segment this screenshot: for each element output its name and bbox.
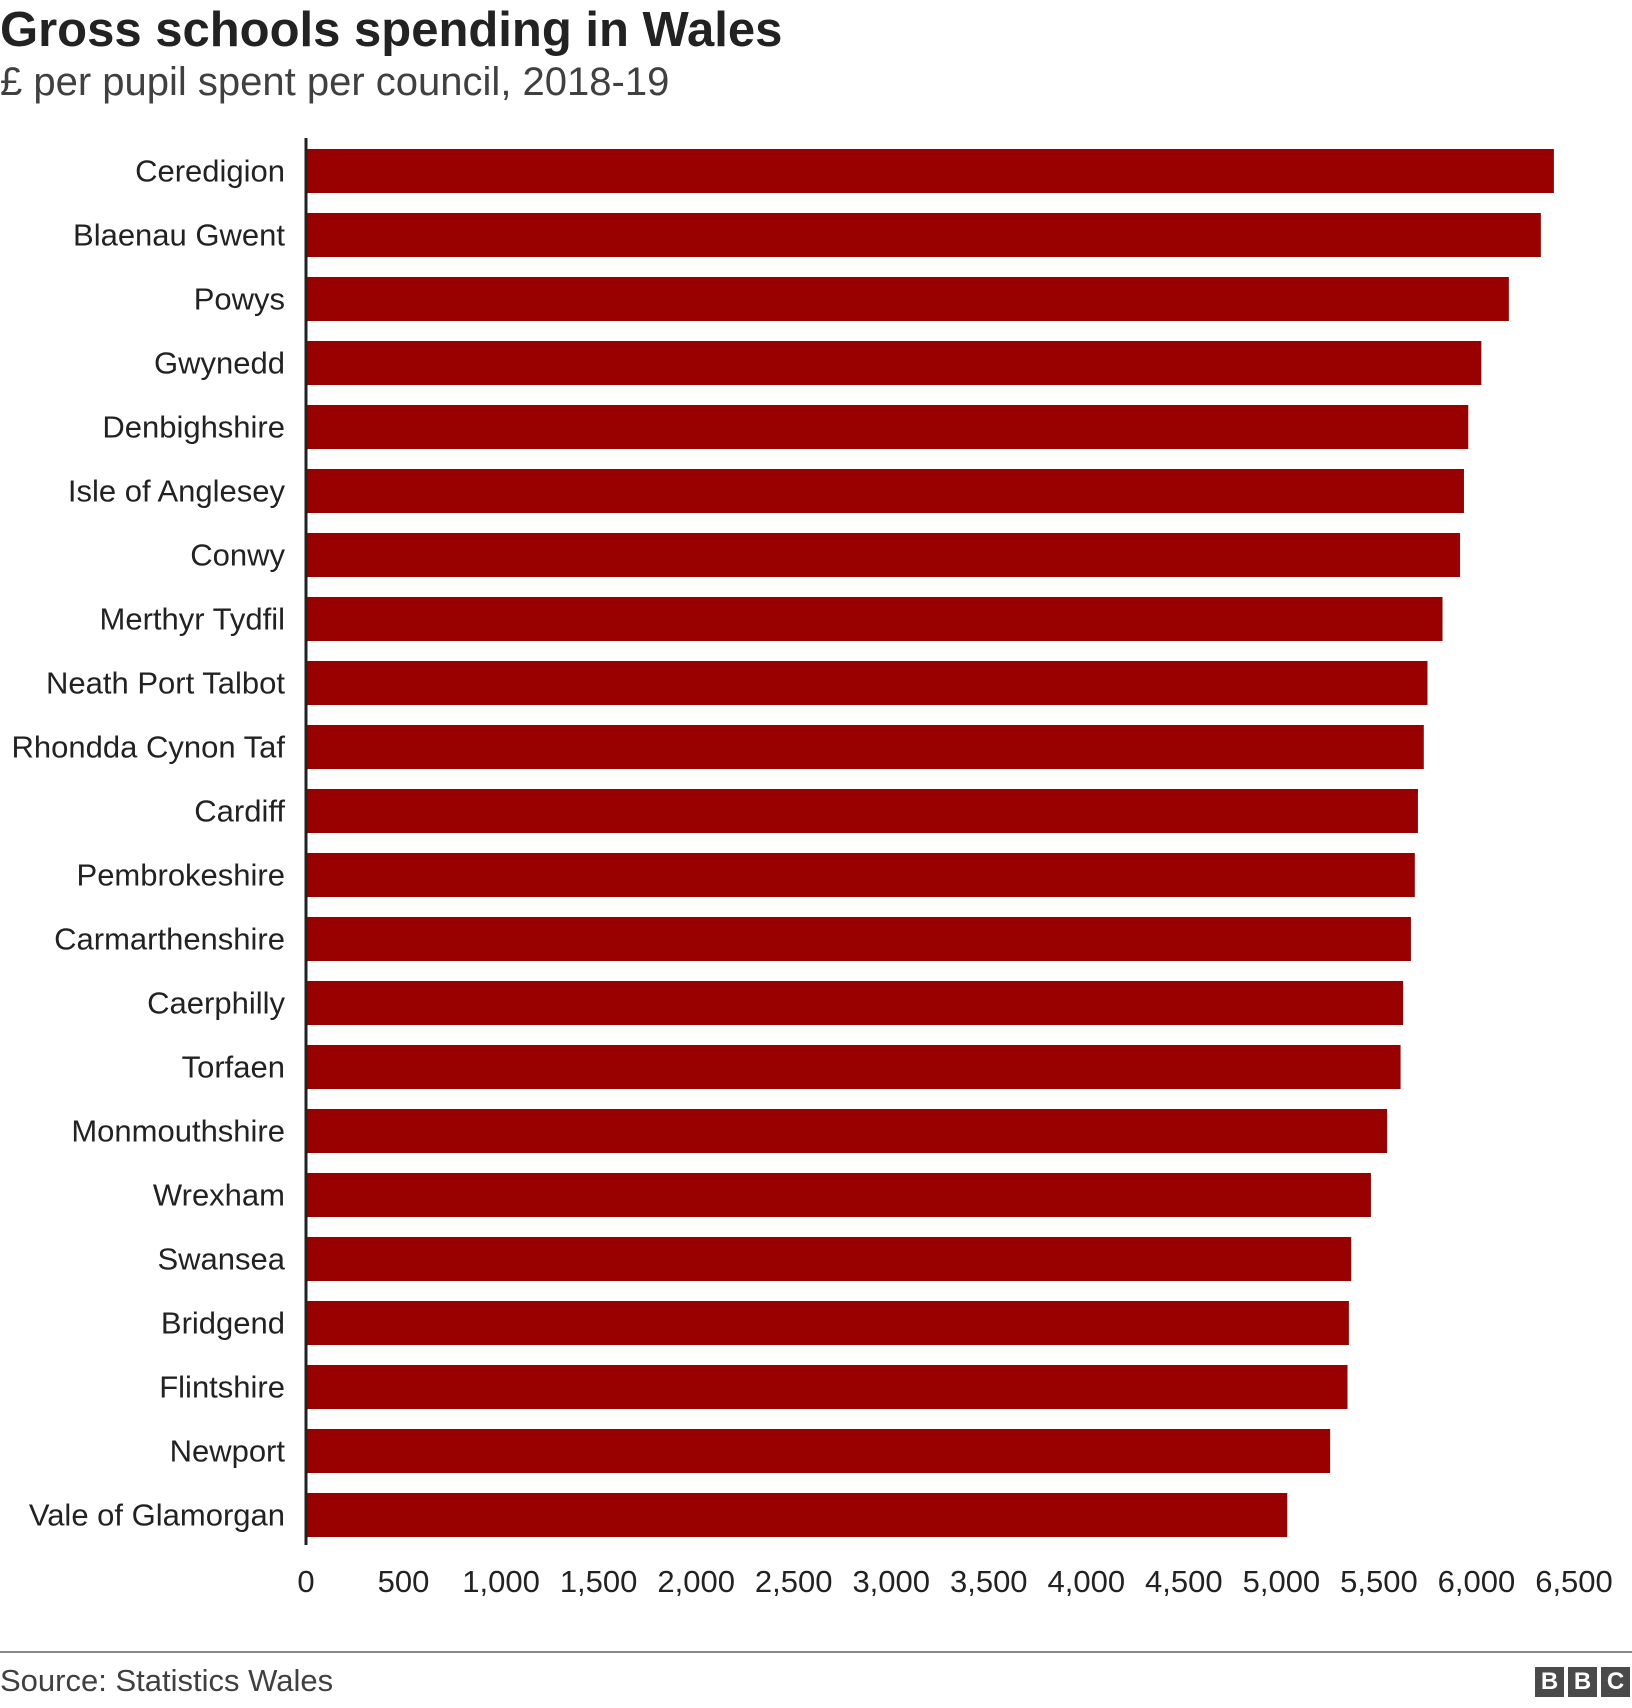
x-tick-label: 500: [378, 1564, 430, 1599]
bbc-logo-letter: B: [1535, 1667, 1564, 1697]
footer-divider: [0, 1651, 1632, 1653]
bar: [306, 1173, 1371, 1217]
x-tick-label: 1,500: [560, 1564, 638, 1599]
category-label: Blaenau Gwent: [73, 218, 285, 253]
x-tick-label: 5,000: [1243, 1564, 1321, 1599]
category-label: Merthyr Tydfil: [100, 602, 285, 637]
x-tick-label: 2,500: [755, 1564, 833, 1599]
bar: [306, 981, 1404, 1025]
category-label: Newport: [170, 1434, 286, 1469]
category-label: Isle of Anglesey: [68, 474, 286, 509]
bar: [306, 1301, 1349, 1345]
category-label: Denbighshire: [102, 410, 285, 445]
category-label: Torfaen: [182, 1050, 285, 1085]
bar: [306, 405, 1469, 449]
category-label: Ceredigion: [135, 154, 285, 189]
bar: [306, 725, 1424, 769]
bar-chart: Ceredigion Blaenau Gwent Powys Gwynedd Denbi…: [12, 138, 1613, 1599]
x-tick-label: 6,000: [1438, 1564, 1516, 1599]
bar: [306, 1365, 1348, 1409]
bar: [306, 789, 1418, 833]
bar: [306, 1493, 1288, 1537]
bar: [306, 853, 1415, 897]
category-label: Neath Port Talbot: [46, 666, 285, 701]
x-tick-label: 3,500: [950, 1564, 1028, 1599]
x-tick-label: 0: [297, 1564, 314, 1599]
x-tick-label: 2,000: [657, 1564, 735, 1599]
bar: [306, 661, 1428, 705]
category-label: Monmouthshire: [71, 1114, 285, 1149]
bar: [306, 341, 1482, 385]
bar: [306, 149, 1554, 193]
category-label: Caerphilly: [147, 986, 285, 1021]
x-tick-label: 5,500: [1340, 1564, 1418, 1599]
x-tick-label: 6,500: [1535, 1564, 1613, 1599]
source-note: Source: Statistics Wales: [0, 1663, 334, 1698]
category-label: Pembrokeshire: [77, 858, 285, 893]
category-label: Flintshire: [159, 1370, 285, 1405]
category-label: Gwynedd: [154, 346, 285, 381]
chart-title: Gross schools spending in Wales: [0, 3, 783, 57]
category-label: Swansea: [157, 1242, 285, 1277]
bar: [306, 917, 1411, 961]
x-tick-label: 4,500: [1145, 1564, 1223, 1599]
x-tick-label: 3,000: [852, 1564, 930, 1599]
bar: [306, 1045, 1401, 1089]
bar: [306, 597, 1443, 641]
bar: [306, 1429, 1331, 1473]
chart-subtitle: £ per pupil spent per council, 2018-19: [0, 60, 670, 104]
category-label: Conwy: [190, 538, 285, 573]
category-label: Powys: [194, 282, 285, 317]
bar: [306, 1237, 1352, 1281]
x-tick-label: 4,000: [1048, 1564, 1126, 1599]
bbc-logo-letter: C: [1601, 1667, 1630, 1697]
bar: [306, 277, 1509, 321]
bar: [306, 533, 1461, 577]
bbc-logo-letter: B: [1568, 1667, 1597, 1697]
bar: [306, 1109, 1388, 1153]
category-label: Carmarthenshire: [54, 922, 285, 957]
category-label: Wrexham: [153, 1178, 285, 1213]
category-label: Rhondda Cynon Taf: [12, 730, 286, 765]
bar: [306, 213, 1541, 257]
category-label: Cardiff: [194, 794, 285, 829]
category-label: Vale of Glamorgan: [29, 1498, 285, 1533]
bar: [306, 469, 1464, 513]
bbc-logo: B B C: [1535, 1667, 1630, 1697]
x-tick-label: 1,000: [462, 1564, 540, 1599]
category-label: Bridgend: [161, 1306, 285, 1341]
